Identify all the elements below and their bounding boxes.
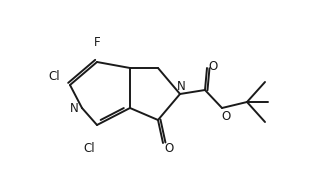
Text: O: O: [221, 109, 231, 122]
Text: N: N: [70, 103, 78, 116]
Text: O: O: [208, 61, 218, 74]
Text: O: O: [164, 142, 174, 155]
Text: Cl: Cl: [48, 69, 60, 82]
Text: F: F: [94, 35, 100, 48]
Text: N: N: [177, 80, 185, 93]
Text: Cl: Cl: [83, 142, 95, 155]
